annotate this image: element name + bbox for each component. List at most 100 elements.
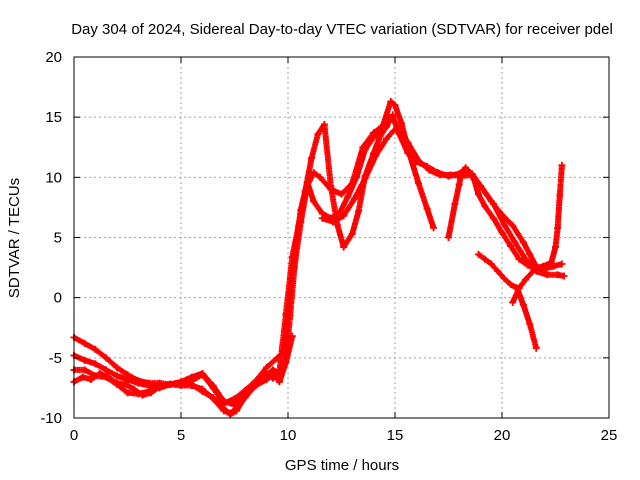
data-point	[113, 379, 121, 387]
data-point	[532, 267, 540, 275]
data-point	[455, 181, 463, 189]
data-point	[310, 197, 318, 205]
x-tick-label: 25	[601, 427, 618, 444]
data-point	[519, 301, 527, 309]
data-point	[430, 224, 438, 232]
data-point	[138, 391, 146, 399]
data-point	[91, 345, 99, 353]
data-point	[124, 375, 131, 383]
data-point	[177, 379, 185, 387]
data-point	[134, 379, 142, 387]
data-point	[198, 371, 206, 379]
data-point	[457, 172, 465, 180]
data-point	[406, 152, 414, 160]
data-point	[543, 271, 551, 279]
x-tick-label: 0	[70, 427, 78, 444]
data-point	[145, 382, 153, 390]
data-point	[301, 188, 309, 196]
y-tick-label: 10	[45, 169, 62, 186]
y-tick-label: 15	[45, 109, 62, 126]
data-point	[121, 380, 129, 388]
x-tick-label: 5	[177, 427, 185, 444]
data-point	[263, 369, 271, 377]
data-point	[558, 260, 566, 268]
data-point	[320, 120, 328, 128]
data-point	[436, 171, 444, 179]
data-point	[209, 384, 217, 392]
data-point	[282, 359, 290, 367]
data-point	[515, 284, 523, 292]
x-axis-label: GPS time / hours	[285, 457, 399, 474]
data-point	[81, 356, 89, 364]
data-point	[79, 373, 87, 381]
data-point	[498, 229, 506, 237]
data-point	[81, 339, 89, 347]
data-point	[241, 386, 249, 394]
data-point	[81, 366, 89, 374]
data-point	[556, 191, 564, 199]
data-point	[391, 101, 399, 109]
data-point	[340, 243, 348, 251]
data-point	[166, 380, 174, 388]
data-point	[515, 255, 523, 263]
data-point	[233, 407, 241, 415]
data-point	[231, 395, 238, 403]
data-point	[252, 382, 260, 390]
data-point	[509, 298, 517, 306]
series-layer	[70, 98, 568, 418]
data-point	[130, 385, 138, 393]
data-point	[288, 253, 296, 261]
data-point	[350, 195, 358, 203]
data-point	[382, 123, 390, 131]
data-point	[288, 332, 296, 340]
data-point	[554, 224, 562, 232]
y-tick-label: 0	[54, 290, 62, 307]
data-point	[147, 389, 155, 397]
data-point	[282, 311, 290, 319]
data-point	[415, 156, 423, 164]
data-point	[481, 255, 489, 263]
data-point	[87, 375, 95, 383]
tick-layer: 0 5 10 15 20 25 -10 -5 0 5 10 15 20	[40, 49, 617, 444]
series-trace-e	[474, 250, 540, 352]
data-point	[91, 360, 99, 368]
data-point	[308, 154, 316, 162]
data-point	[352, 173, 360, 181]
data-point	[451, 200, 459, 208]
data-point	[273, 354, 281, 362]
data-point	[329, 218, 337, 226]
y-tick-label: -5	[49, 350, 62, 367]
data-point	[519, 238, 527, 246]
data-point	[269, 371, 277, 379]
y-tick-label: 20	[45, 49, 62, 66]
data-point	[487, 260, 495, 268]
data-point	[489, 214, 497, 222]
data-point	[447, 171, 455, 179]
data-point	[423, 205, 431, 213]
data-point	[554, 271, 562, 279]
data-point	[474, 190, 482, 198]
data-point	[474, 250, 482, 258]
data-point	[241, 392, 249, 400]
data-point	[500, 274, 508, 282]
series-trace-c	[70, 111, 397, 408]
data-point	[104, 373, 112, 381]
data-point	[209, 394, 217, 402]
data-point	[338, 190, 345, 198]
data-point	[393, 123, 401, 131]
data-point	[558, 161, 566, 169]
y-tick-label: 5	[54, 230, 62, 247]
data-point	[316, 173, 324, 181]
data-point	[489, 200, 497, 208]
x-tick-label: 15	[387, 427, 404, 444]
data-point	[500, 220, 508, 228]
data-point	[348, 230, 356, 238]
data-point	[526, 320, 534, 328]
data-point	[404, 138, 412, 146]
series-trace-f	[509, 161, 566, 306]
data-point	[231, 401, 238, 409]
data-point	[425, 166, 433, 174]
series-trace-h	[318, 123, 568, 280]
data-point	[113, 372, 121, 380]
